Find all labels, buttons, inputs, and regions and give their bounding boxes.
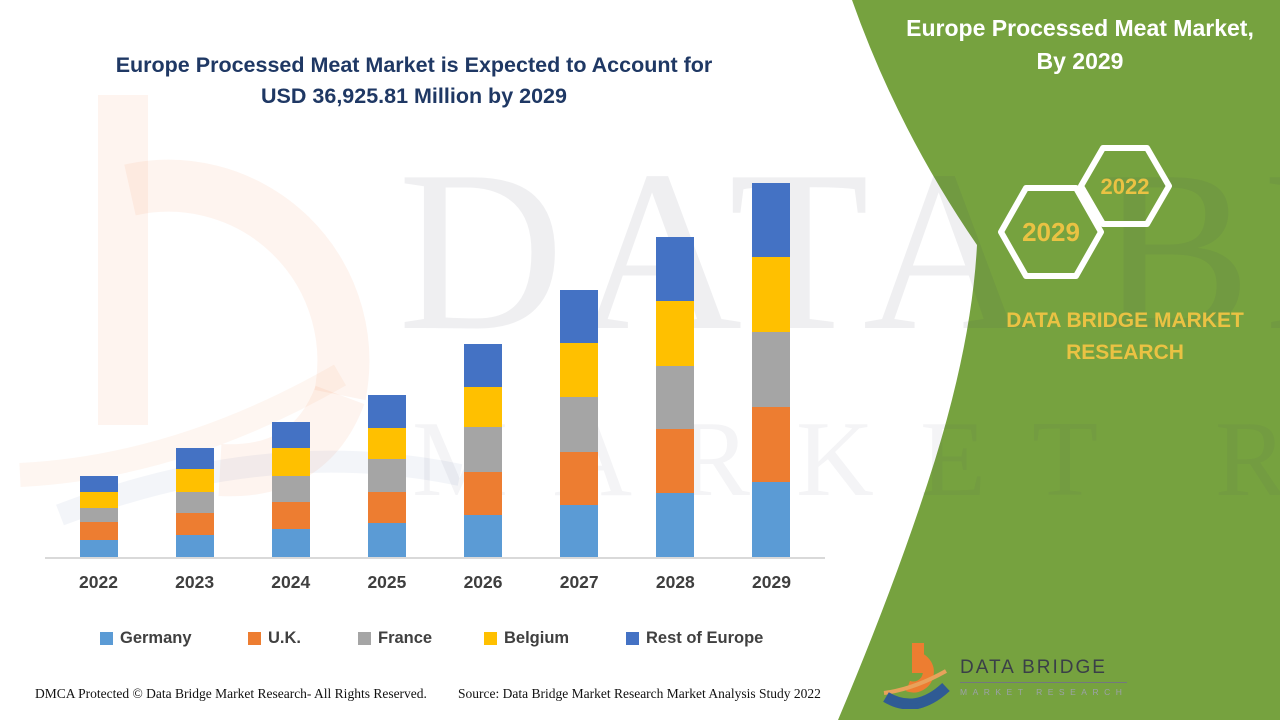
chart-title-line1: Europe Processed Meat Market is Expected… (115, 53, 713, 77)
legend-item-u-k-: U.K. (248, 629, 301, 648)
x-axis-label-2026: 2026 (463, 572, 503, 592)
bar-segment-germany (752, 482, 791, 557)
logo-mark-icon (883, 643, 950, 709)
bar-segment-france (656, 366, 695, 430)
bar-segment-belgium (752, 257, 791, 332)
hexagon-2022-icon (1078, 145, 1172, 227)
bar-segment-rest-of-europe (367, 394, 406, 428)
bar-segment-belgium (175, 469, 214, 492)
legend-label: Germany (120, 629, 192, 647)
x-axis-label-2023: 2023 (175, 572, 215, 592)
brand-text-line2: RESEARCH (1066, 341, 1184, 364)
chart-bar-2028 (656, 237, 695, 557)
bar-segment-rest-of-europe (271, 421, 310, 449)
legend-item-belgium: Belgium (484, 629, 569, 648)
logo-text-block: DATA BRIDGE MARKET RESEARCH (960, 653, 1128, 697)
hexagon-2029-icon (998, 185, 1104, 279)
bar-chart (45, 170, 825, 559)
panel-heading-line1: Europe Processed Meat Market, (906, 15, 1254, 41)
bar-segment-germany (464, 514, 503, 557)
footer-source-text: Source: Data Bridge Market Research Mark… (458, 686, 821, 701)
bar-segment-germany (656, 493, 695, 557)
chart-title-line2: USD 36,925.81 Million by 2029 (261, 84, 567, 108)
logo-title: DATA BRIDGE (960, 657, 1128, 683)
x-axis-label-2022: 2022 (79, 572, 118, 592)
legend-item-germany: Germany (100, 629, 192, 648)
chart-legend: Germany U.K. France Belgium Rest of Europe (0, 629, 830, 653)
brand-text-line1: DATA BRIDGE MARKET (1006, 309, 1244, 332)
bar-segment-rest-of-europe (464, 343, 503, 388)
hexagon-badges: 2029 2022 (998, 145, 1172, 279)
hexagon-2022-label: 2022 (1101, 174, 1150, 199)
x-axis-line (45, 557, 825, 559)
x-axis-label-2028: 2028 (655, 572, 695, 592)
bar-segment-belgium (367, 427, 406, 460)
bar-segment-france (175, 491, 214, 513)
x-axis-label-2025: 2025 (367, 572, 407, 592)
bar-segment-france (560, 397, 599, 452)
legend-swatch-icon (484, 632, 497, 645)
brand-text: DATA BRIDGE MARKET RESEARCH (955, 305, 1280, 369)
bar-segment-france (79, 507, 118, 523)
legend-swatch-icon (626, 632, 639, 645)
legend-label: Belgium (504, 629, 570, 647)
bar-segment-france (367, 459, 406, 493)
bar-segment-rest-of-europe (560, 290, 599, 344)
bar-segment-france (271, 475, 310, 503)
footer-dmca-text: DMCA Protected © Data Bridge Market Rese… (35, 686, 427, 701)
bar-segment-u-k- (560, 451, 599, 505)
legend-item-france: France (358, 629, 432, 648)
legend-item-rest-of-europe: Rest of Europe (626, 629, 763, 648)
logo-subtitle: MARKET RESEARCH (960, 687, 1128, 697)
bar-segment-france (752, 332, 791, 407)
bar-segment-u-k- (464, 471, 503, 515)
bar-segment-germany (560, 505, 599, 557)
bar-segment-u-k- (656, 429, 695, 494)
legend-label: U.K. (268, 629, 301, 647)
bar-segment-u-k- (271, 502, 310, 530)
bar-segment-germany (271, 529, 310, 557)
legend-swatch-icon (100, 632, 113, 645)
green-panel-shape (838, 0, 1280, 720)
bar-segment-belgium (464, 387, 503, 428)
legend-label: Rest of Europe (646, 629, 764, 647)
x-axis-label-2027: 2027 (559, 572, 599, 592)
chart-bar-2027 (560, 290, 599, 557)
bar-segment-u-k- (367, 492, 406, 523)
bar-segment-belgium (656, 301, 695, 367)
bar-segment-germany (79, 540, 118, 557)
panel-heading-line2: By 2029 (1036, 48, 1124, 74)
chart-title: Europe Processed Meat Market is Expected… (8, 50, 820, 112)
chart-bar-2023 (175, 448, 214, 557)
chart-bar-2026 (464, 343, 503, 557)
bar-segment-u-k- (79, 522, 118, 541)
x-axis-labels: 2022 2023 2024 2025 2026 2027 2028 2029 (45, 572, 825, 598)
legend-label: France (378, 629, 433, 647)
x-axis-label-2024: 2024 (271, 572, 311, 592)
brand-logo: DATA BRIDGE MARKET RESEARCH (882, 636, 1172, 714)
legend-swatch-icon (248, 632, 261, 645)
bar-segment-belgium (560, 343, 599, 398)
bar-segment-rest-of-europe (752, 182, 791, 258)
chart-bar-2024 (271, 421, 310, 557)
bar-segment-u-k- (175, 512, 214, 536)
bar-segment-france (464, 427, 503, 472)
hexagon-2029-label: 2029 (1022, 217, 1080, 247)
bar-segment-rest-of-europe (175, 448, 214, 470)
bar-segment-rest-of-europe (656, 237, 695, 302)
bar-segment-rest-of-europe (79, 475, 118, 492)
x-axis-label-2029: 2029 (752, 572, 791, 592)
chart-bar-2025 (367, 394, 406, 557)
legend-swatch-icon (358, 632, 371, 645)
chart-bar-2022 (79, 475, 118, 557)
bar-segment-belgium (79, 491, 118, 508)
bar-segment-u-k- (752, 407, 791, 482)
bar-segment-belgium (271, 448, 310, 476)
panel-heading: Europe Processed Meat Market, By 2029 (880, 12, 1280, 78)
bar-segment-germany (367, 522, 406, 557)
bar-segment-germany (175, 535, 214, 557)
chart-bar-2029 (752, 182, 791, 557)
